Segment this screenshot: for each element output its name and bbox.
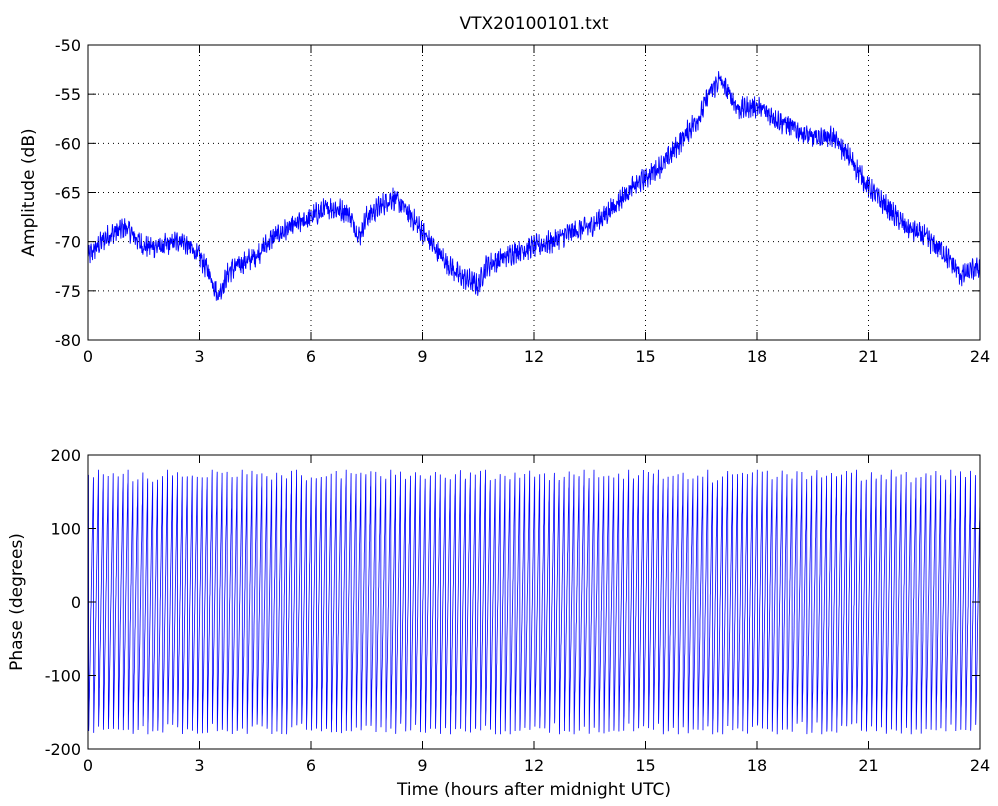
y-tick-label: 100 (50, 520, 81, 539)
y-tick-label: -65 (55, 184, 81, 203)
amplitude-plot: 0 3 6 9 12 15 18 21 24 -80 -75 -70 -65 -60 -55 -50 VTX20… (19, 14, 990, 366)
y-tick-label: -50 (55, 36, 81, 55)
phase-series-line (87, 469, 981, 735)
y-axis-label: Amplitude (dB) (19, 128, 39, 256)
x-tick-label: 9 (417, 756, 427, 775)
x-tick-label: 24 (970, 347, 990, 366)
x-tick-label: 21 (858, 347, 878, 366)
x-tick-label: 24 (970, 756, 990, 775)
x-tick-label: 18 (747, 347, 767, 366)
x-tick-label: 15 (635, 347, 655, 366)
y-tick-label: -70 (55, 233, 81, 252)
y-tick-label: -100 (45, 667, 81, 686)
y-tick-label: -200 (45, 740, 81, 759)
y-tick-label: -75 (55, 282, 81, 301)
x-tick-label: 12 (524, 347, 544, 366)
y-tick-label: 0 (71, 593, 81, 612)
x-tick-label: 9 (417, 347, 427, 366)
y-axis-label: Phase (degrees) (7, 533, 27, 671)
y-tick-label: -55 (55, 85, 81, 104)
x-axis-label: Time (hours after midnight UTC) (396, 780, 671, 800)
plot-data-1 (87, 469, 981, 735)
x-tick-label: 12 (524, 756, 544, 775)
y-tick-label: -60 (55, 134, 81, 153)
x-tick-label: 6 (306, 347, 316, 366)
x-tick-label: 15 (635, 756, 655, 775)
x-tick-label: 0 (83, 347, 93, 366)
x-tick-label: 3 (194, 347, 204, 366)
x-tick-label: 0 (83, 756, 93, 775)
x-tick-label: 6 (306, 756, 316, 775)
x-tick-label: 18 (747, 756, 767, 775)
y-tick-label: -80 (55, 331, 81, 350)
x-tick-label: 21 (858, 756, 878, 775)
chart-title: VTX20100101.txt (460, 14, 609, 34)
x-tick-label: 3 (194, 756, 204, 775)
phase-plot: 0 3 6 9 12 15 18 21 24 -200 -100 0 100 200 Time (hours… (7, 446, 990, 800)
y-tick-label: 200 (50, 446, 81, 465)
